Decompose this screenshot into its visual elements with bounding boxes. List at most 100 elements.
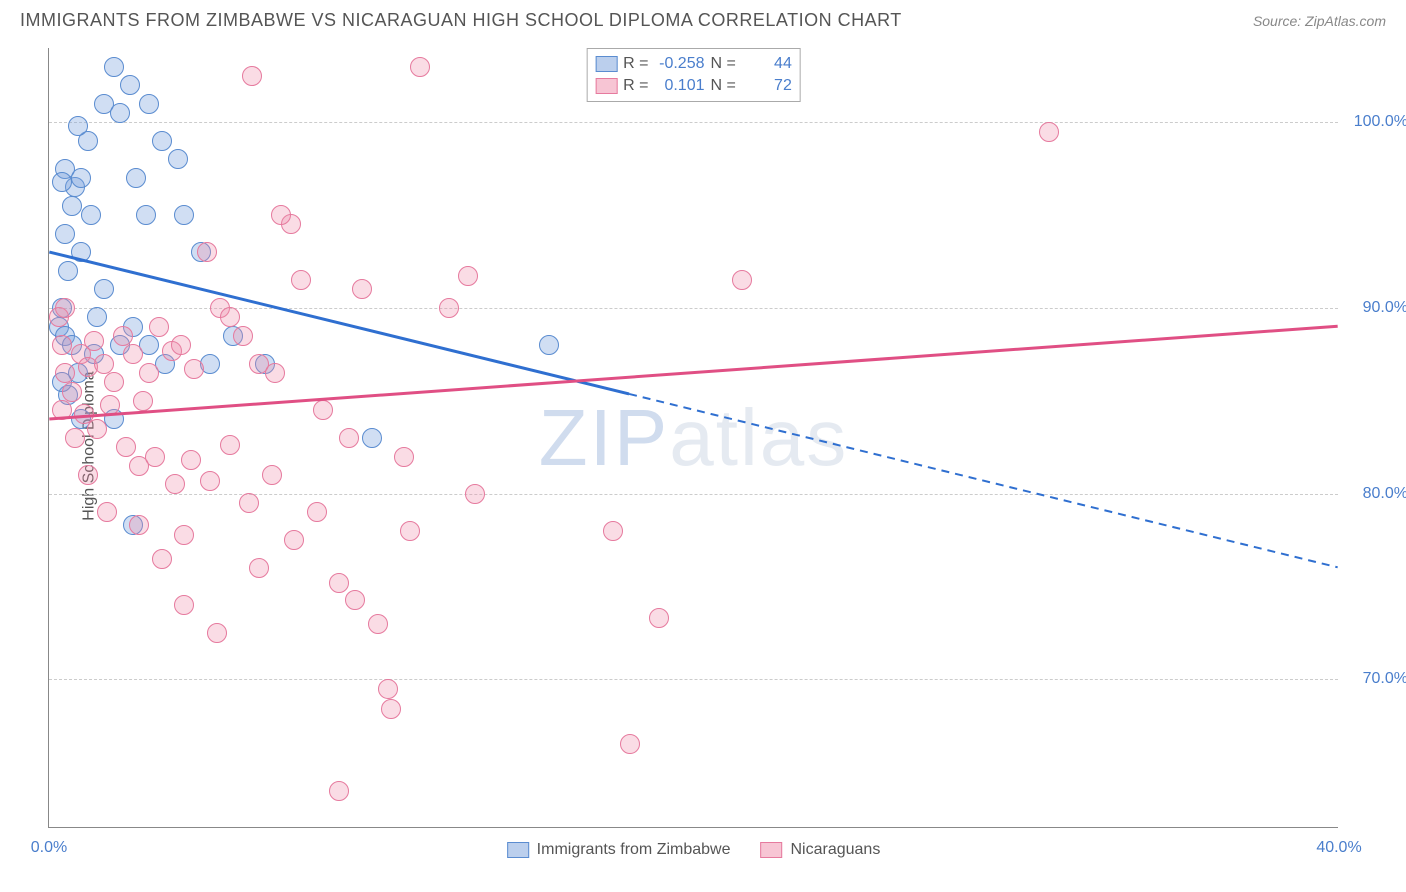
scatter-point [378,679,398,699]
scatter-point [81,205,101,225]
scatter-point [732,270,752,290]
scatter-point [249,558,269,578]
scatter-point [62,196,82,216]
scatter-point [220,307,240,327]
trend-lines-layer [49,48,1338,827]
scatter-point [100,395,120,415]
scatter-point [339,428,359,448]
scatter-point [400,521,420,541]
scatter-point [126,168,146,188]
x-tick-label: 40.0% [1316,839,1361,857]
scatter-point [381,699,401,719]
scatter-point [152,131,172,151]
scatter-point [152,549,172,569]
y-tick-label: 100.0% [1348,113,1406,131]
source-attribution: Source: ZipAtlas.com [1253,13,1386,29]
scatter-point [410,57,430,77]
legend-label: Nicaraguans [791,841,881,859]
scatter-point [345,590,365,610]
scatter-point [649,608,669,628]
scatter-point [62,382,82,402]
scatter-point [65,428,85,448]
scatter-point [458,266,478,286]
scatter-point [465,484,485,504]
swatch-blue-icon [507,842,529,858]
scatter-point [362,428,382,448]
scatter-point [52,400,72,420]
scatter-point [71,168,91,188]
scatter-point [168,149,188,169]
scatter-point [307,502,327,522]
scatter-point [174,595,194,615]
scatter-point [352,279,372,299]
scatter-point [174,525,194,545]
correlation-row: R = 0.101 N = 72 [595,75,792,97]
y-tick-label: 70.0% [1348,670,1406,688]
gridline [49,679,1338,680]
scatter-point [97,502,117,522]
scatter-point [110,103,130,123]
scatter-point [58,261,78,281]
scatter-point [68,116,88,136]
bottom-legend: Immigrants from Zimbabwe Nicaraguans [507,841,881,859]
scatter-point [242,66,262,86]
scatter-point [394,447,414,467]
scatter-point [129,515,149,535]
watermark: ZIPatlas [539,392,848,484]
scatter-point [165,474,185,494]
y-tick-label: 90.0% [1348,299,1406,317]
scatter-point [329,781,349,801]
scatter-point [149,317,169,337]
scatter-point [55,298,75,318]
swatch-pink-icon [595,78,617,94]
scatter-point [603,521,623,541]
scatter-point [123,344,143,364]
legend-label: Immigrants from Zimbabwe [537,841,731,859]
scatter-point [1039,122,1059,142]
scatter-point [78,465,98,485]
scatter-point [120,75,140,95]
correlation-legend-box: R = -0.258 N = 44 R = 0.101 N = 72 [586,48,801,102]
scatter-point [139,94,159,114]
scatter-point [284,530,304,550]
scatter-point [220,435,240,455]
scatter-point [174,205,194,225]
scatter-point [262,465,282,485]
legend-item: Nicaraguans [761,841,881,859]
scatter-point [439,298,459,318]
scatter-point [84,331,104,351]
scatter-point [52,335,72,355]
scatter-point [181,450,201,470]
gridline [49,308,1338,309]
scatter-point [207,623,227,643]
scatter-point [171,335,191,355]
scatter-point [94,279,114,299]
scatter-point [368,614,388,634]
scatter-point [313,400,333,420]
scatter-point [265,363,285,383]
scatter-point [539,335,559,355]
scatter-point [139,363,159,383]
scatter-point [87,307,107,327]
scatter-point [52,172,72,192]
scatter-point [104,372,124,392]
scatter-point [184,359,204,379]
swatch-blue-icon [595,56,617,72]
scatter-point [145,447,165,467]
scatter-point [200,471,220,491]
scatter-point [291,270,311,290]
correlation-row: R = -0.258 N = 44 [595,53,792,75]
scatter-point [116,437,136,457]
legend-item: Immigrants from Zimbabwe [507,841,731,859]
scatter-point [620,734,640,754]
scatter-point [271,205,291,225]
chart-title: IMMIGRANTS FROM ZIMBABWE VS NICARAGUAN H… [20,10,902,31]
scatter-point [104,57,124,77]
scatter-point [55,363,75,383]
scatter-point [113,326,133,346]
gridline [49,122,1338,123]
x-tick-label: 0.0% [31,839,67,857]
scatter-point [71,242,91,262]
scatter-point [233,326,253,346]
scatter-point [136,205,156,225]
